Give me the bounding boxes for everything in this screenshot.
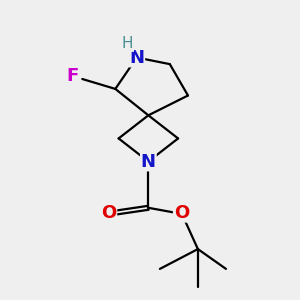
Text: N: N [141, 153, 156, 171]
Text: O: O [101, 204, 116, 222]
Text: F: F [66, 67, 79, 85]
Text: N: N [129, 49, 144, 67]
Text: O: O [174, 204, 189, 222]
Text: H: H [122, 36, 133, 51]
